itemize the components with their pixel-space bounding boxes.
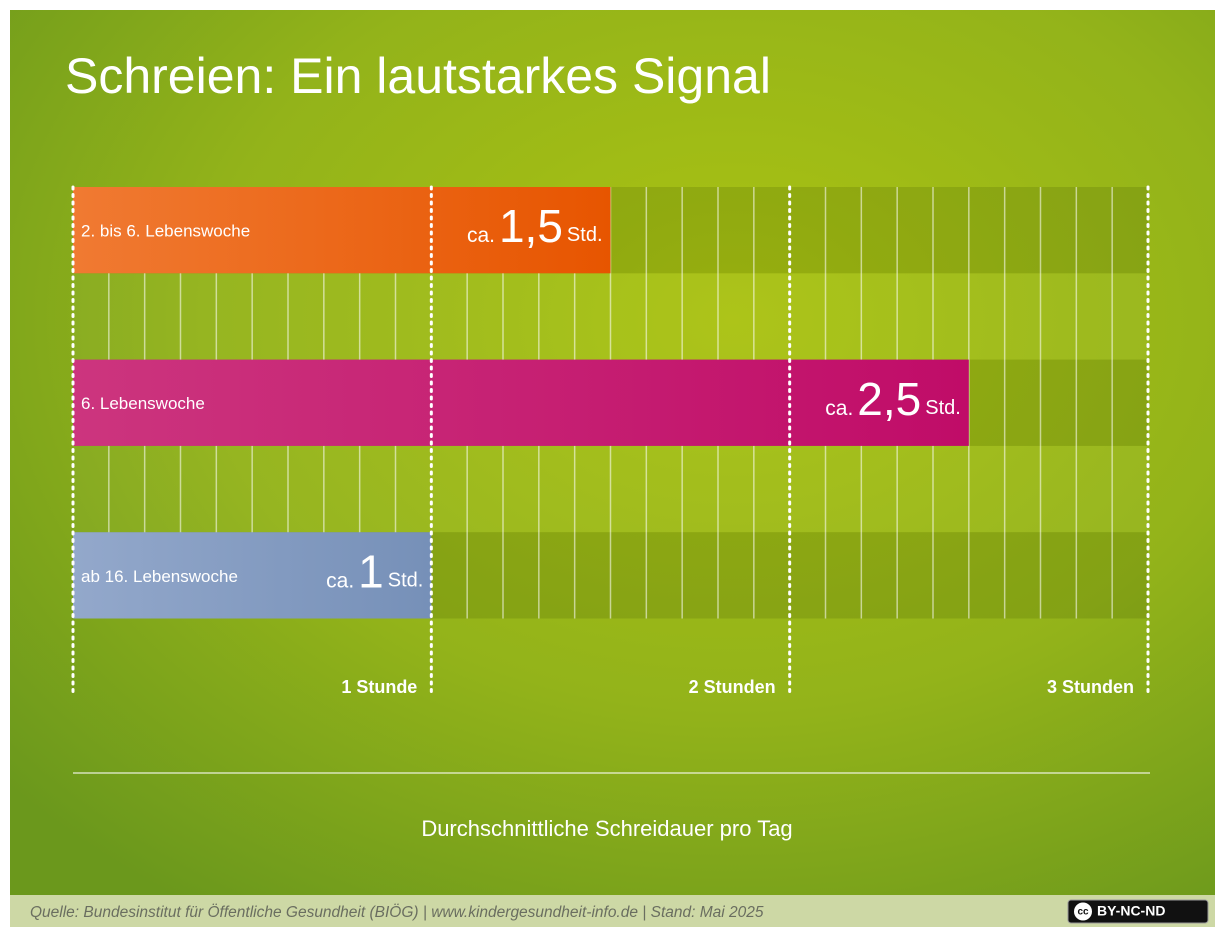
value-number: 1	[358, 546, 384, 598]
license-text: BY-NC-ND	[1097, 903, 1165, 919]
cc-icon: cc	[1077, 907, 1089, 918]
footer-band	[10, 895, 1215, 927]
value-prefix: ca.	[326, 569, 354, 592]
value-suffix: Std.	[567, 224, 603, 246]
x-tick-label: 3 Stunden	[1047, 677, 1134, 697]
x-tick-label: 1 Stunde	[341, 677, 417, 697]
category-label: 2. bis 6. Lebenswoche	[81, 222, 250, 241]
source: Quelle: Bundesinstitut für Öffentliche G…	[30, 903, 764, 921]
category-label: 6. Lebenswoche	[81, 394, 205, 413]
license-badge: cc BY-NC-ND	[1067, 899, 1209, 924]
value-prefix: ca.	[825, 396, 853, 419]
background	[10, 10, 1215, 895]
value-suffix: Std.	[925, 397, 961, 419]
bar	[73, 359, 969, 446]
chart-title: Schreien: Ein lautstarkes Signal	[65, 48, 771, 104]
value-prefix: ca.	[467, 224, 495, 247]
value-label: ca.1,5 Std.	[467, 200, 603, 252]
value-suffix: Std.	[388, 570, 424, 592]
bar	[73, 187, 611, 274]
value-label: ca.1 Std.	[326, 546, 423, 598]
value-number: 2,5	[857, 373, 921, 425]
value-number: 1,5	[499, 200, 563, 252]
badge	[1067, 899, 1209, 924]
plot-area: 2. bis 6. Lebenswoche ca.1,5 Std.6. Lebens…	[71, 185, 1150, 699]
bar	[73, 532, 432, 619]
x-axis-label: Durchschnittliche Schreidauer pro Tag	[421, 816, 792, 841]
category-label: ab 16. Lebenswoche	[81, 567, 238, 586]
x-tick-label: 2 Stunden	[689, 677, 776, 697]
value-label: ca.2,5 Std.	[825, 373, 961, 425]
cc-circle	[1074, 902, 1092, 921]
